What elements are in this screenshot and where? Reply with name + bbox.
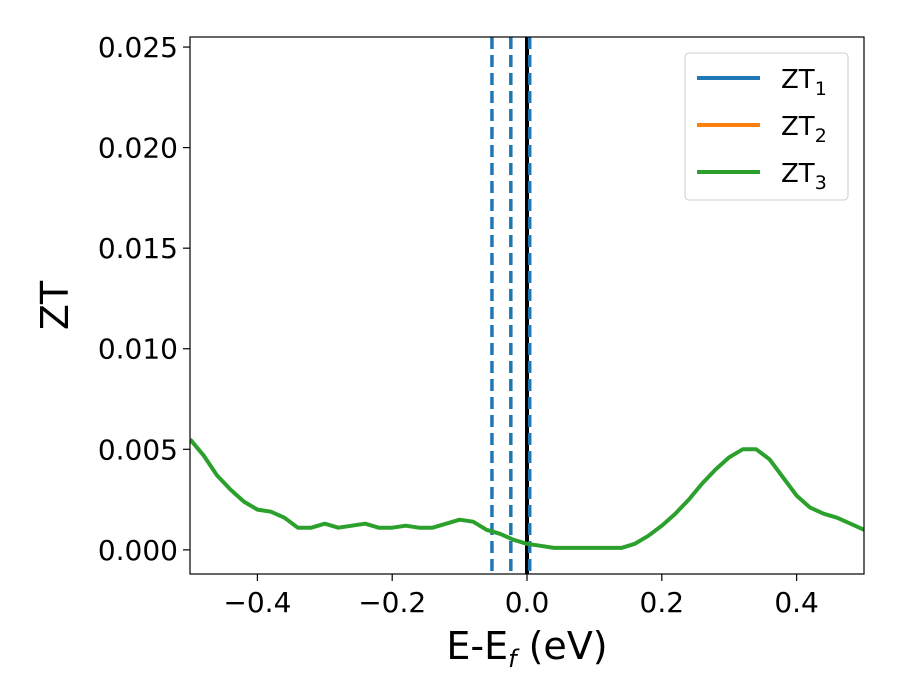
axes-frame xyxy=(189,36,865,575)
x-tick-label: −0.4 xyxy=(223,586,291,619)
x-axis-label: E-Ef (eV) xyxy=(446,624,607,673)
y-tick-label: 0.015 xyxy=(98,232,178,265)
legend-label-2: ZT2 xyxy=(781,112,827,147)
x-axis-label-suffix: (eV) xyxy=(517,624,608,668)
x-ticks: −0.4 −0.2 0.0 0.2 0.4 xyxy=(223,574,819,619)
y-tick-label: 0.020 xyxy=(98,132,178,165)
x-tick-label: 0.4 xyxy=(774,586,819,619)
x-axis-label-main: E-E xyxy=(446,624,508,668)
series-line-3 xyxy=(190,437,864,550)
legend: ZT1 ZT2 ZT3 xyxy=(684,52,849,201)
y-tick-label: 0.025 xyxy=(98,31,178,64)
x-tick-label: 0.0 xyxy=(505,586,550,619)
x-tick-label: 0.2 xyxy=(640,586,685,619)
plot-area xyxy=(190,37,864,574)
x-tick-label: −0.2 xyxy=(358,586,426,619)
plot-contents xyxy=(190,37,864,574)
y-tick-label: 0.010 xyxy=(98,333,178,366)
legend-label-1: ZT1 xyxy=(781,65,827,100)
y-tick-label: 0.005 xyxy=(98,433,178,466)
y-axis-label: ZT xyxy=(33,280,77,330)
y-tick-label: 0.000 xyxy=(98,534,178,567)
y-ticks: 0.000 0.005 0.010 0.015 0.020 0.025 xyxy=(98,31,190,567)
legend-box xyxy=(684,52,849,201)
legend-label-3: ZT3 xyxy=(781,159,827,194)
